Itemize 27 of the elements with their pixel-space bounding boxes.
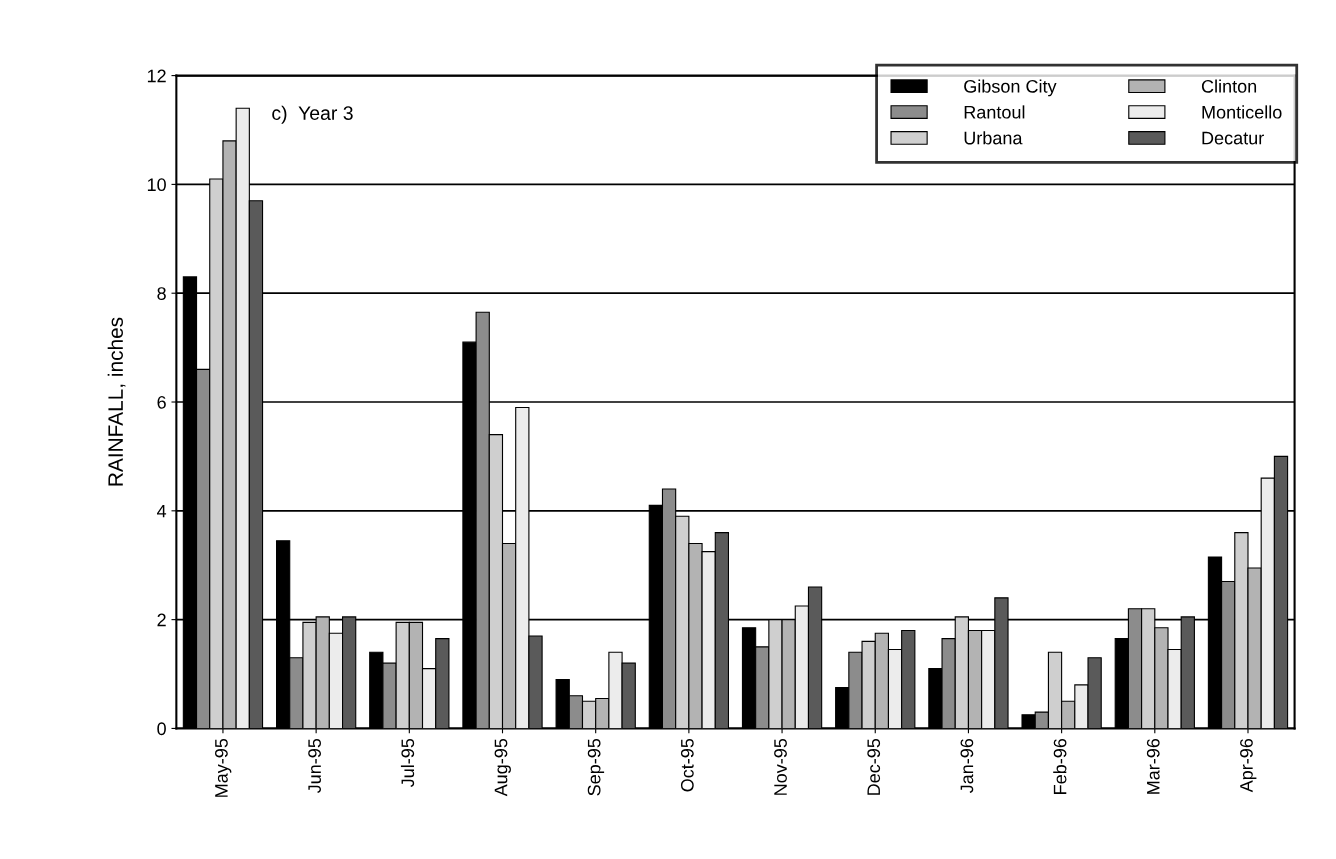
legend-label: Rantoul	[964, 105, 1025, 119]
y-tick-label: 12	[147, 69, 166, 83]
x-tick-label: Aug-95	[494, 738, 511, 797]
y-tick-label: 4	[157, 504, 167, 518]
legend-label: Monticello	[1202, 105, 1282, 119]
legend-label: Gibson City	[964, 79, 1057, 97]
y-tick-label: 6	[157, 395, 166, 409]
y-tick-label: 8	[157, 287, 166, 300]
x-tick-label: Sep-95	[587, 738, 605, 796]
x-tick-label: Dec-95	[867, 738, 881, 795]
x-tick-label: Nov-95	[774, 738, 787, 795]
x-tick-label: Jul-95	[400, 738, 415, 788]
x-tick-label: May-95	[215, 738, 232, 797]
legend-label: Decatur	[1202, 131, 1264, 145]
x-tick-label: Mar-96	[1146, 738, 1160, 794]
y-tick-label: 2	[157, 613, 166, 627]
annotation: c) Year 3	[272, 105, 353, 124]
x-tick-label: Oct-95	[680, 738, 694, 792]
x-tick-label: Apr-96	[1240, 738, 1257, 793]
x-tick-label: Feb-96	[1053, 738, 1067, 794]
x-tick-label: Jan-96	[960, 738, 974, 794]
legend-label: Clinton	[1201, 79, 1257, 93]
y-axis-title: RAINFALL, inches	[107, 317, 126, 486]
legend-label: Urbana	[964, 131, 1023, 145]
y-tick-label: 10	[147, 178, 166, 192]
x-tick-label: Jun-95	[308, 738, 321, 794]
y-tick-label: 0	[157, 722, 166, 736]
